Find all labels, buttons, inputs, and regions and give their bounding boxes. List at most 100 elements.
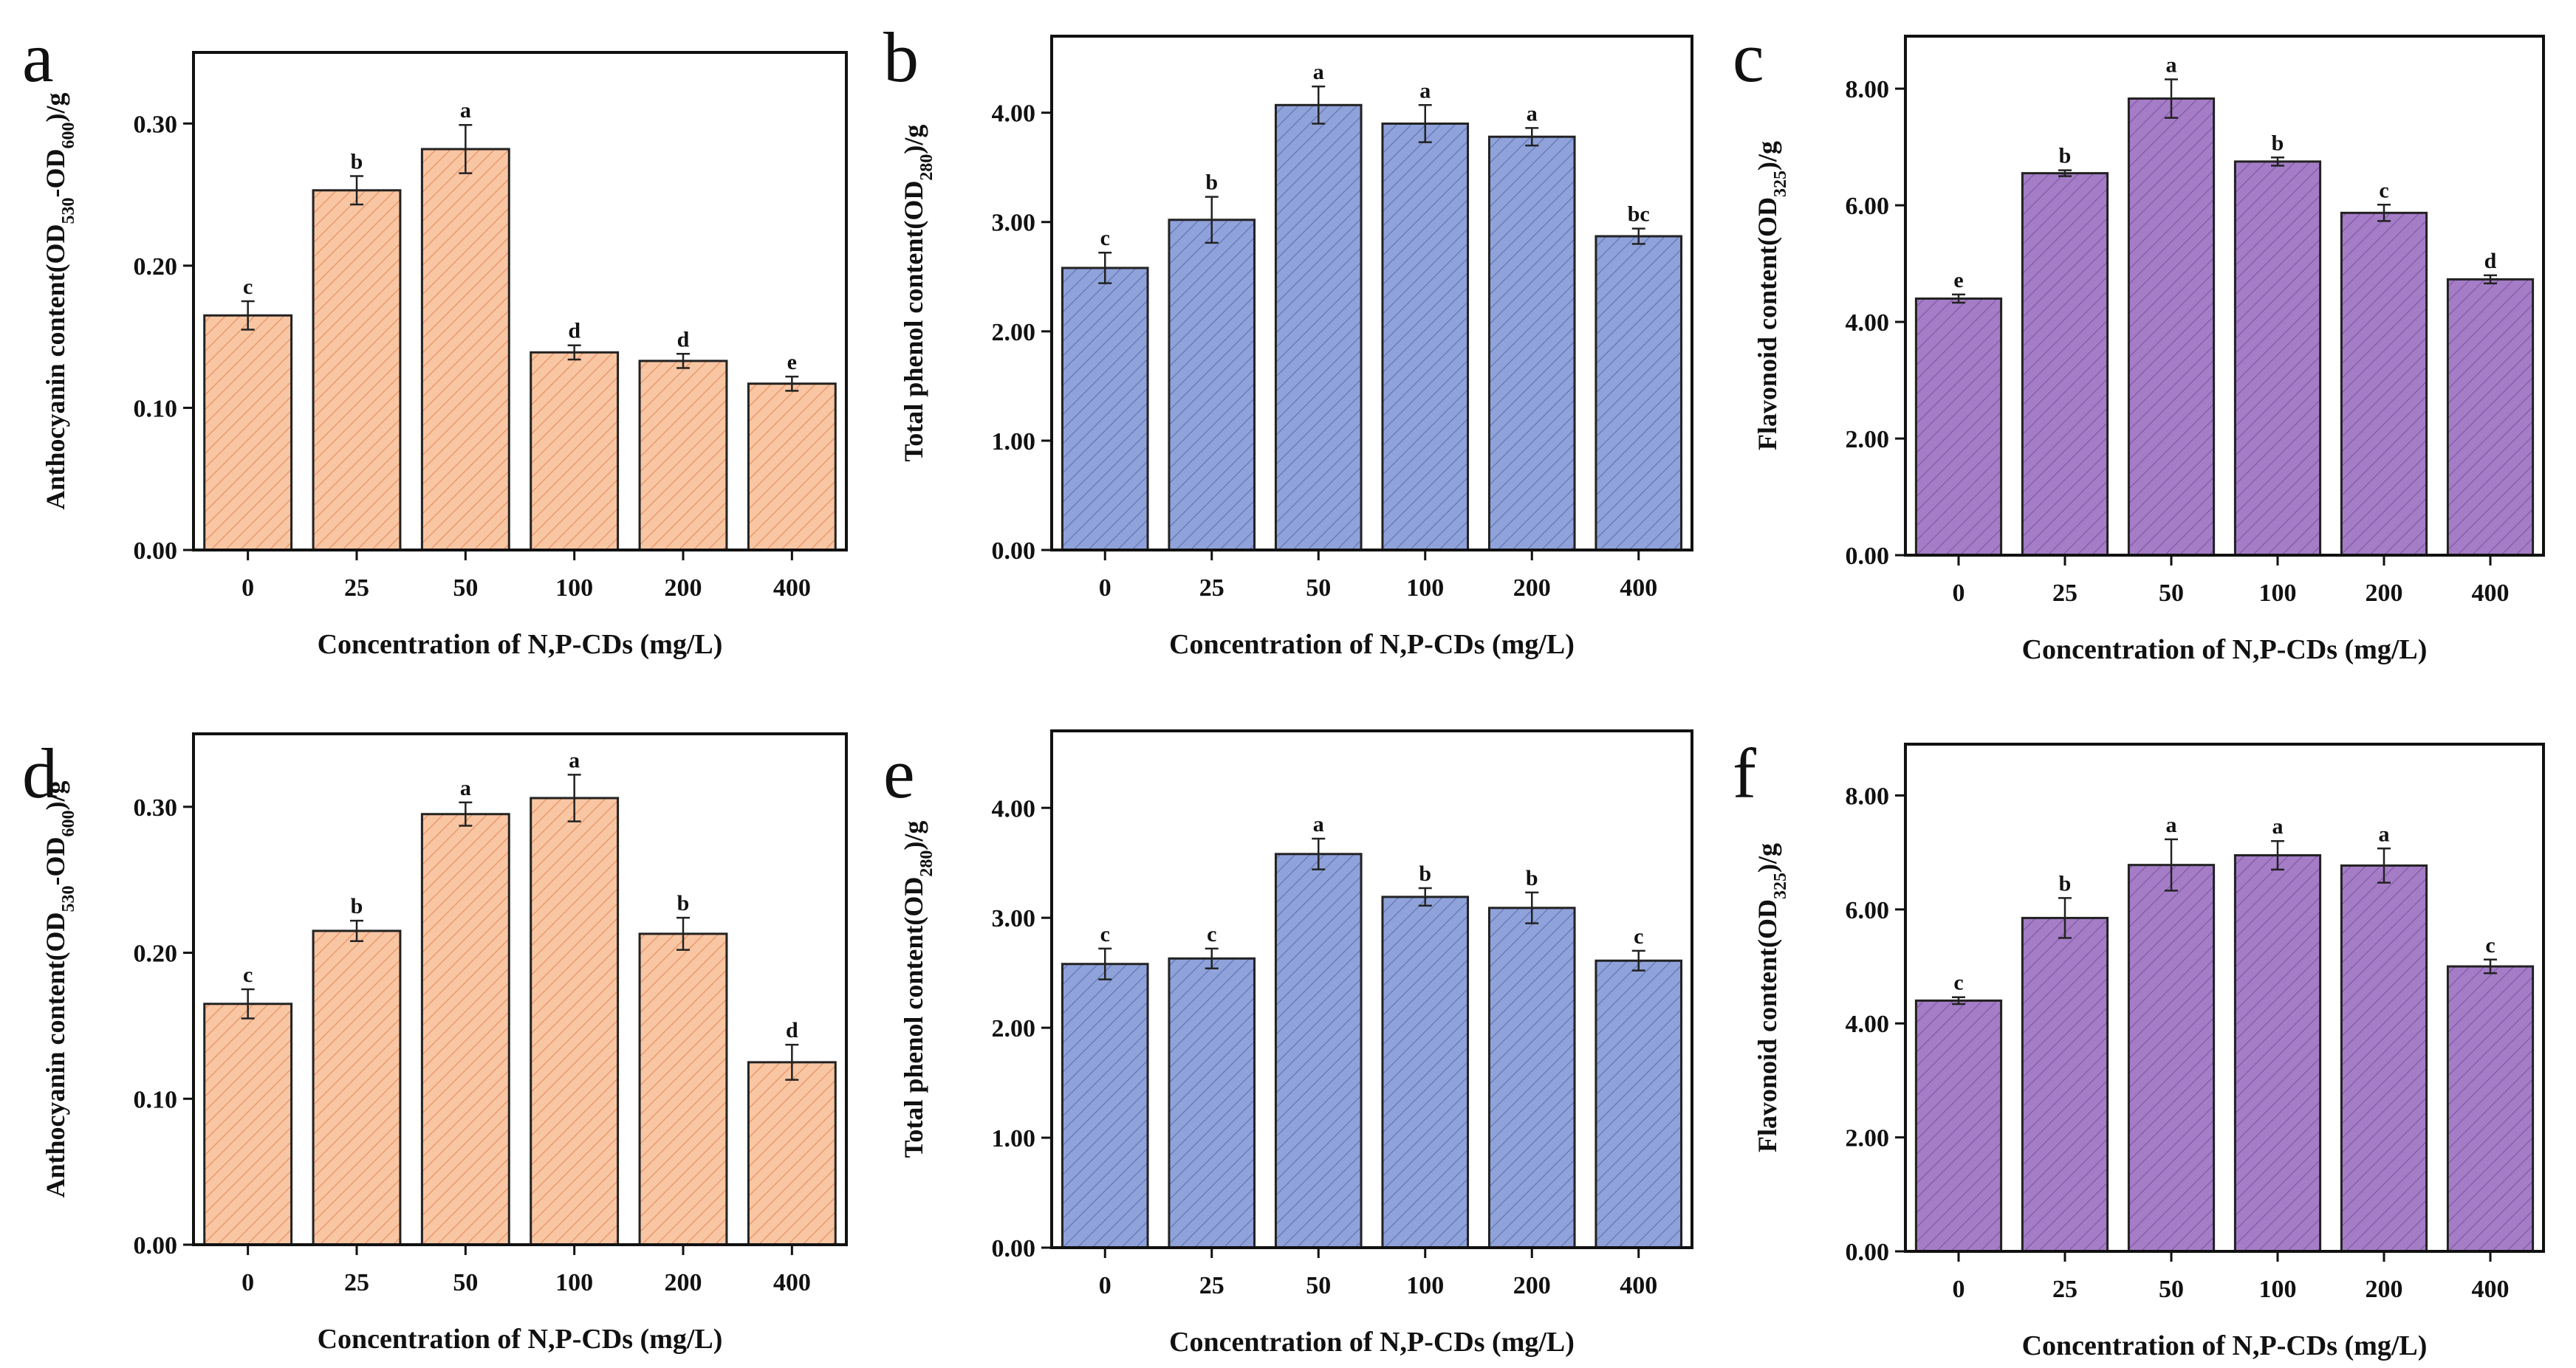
bar: [312, 929, 402, 1246]
bar: [1594, 235, 1683, 551]
error-bar: [1205, 196, 1219, 244]
y-tick-label: 6.00: [1846, 897, 1890, 924]
x-tick-label: 100: [555, 574, 593, 602]
y-tick-label: 2.00: [1846, 1125, 1890, 1152]
y-axis-label: Anthocyanin content(OD530-OD600)/g: [41, 780, 78, 1197]
y-axis-label-part: -OD: [41, 148, 70, 197]
x-axis-label: Concentration of N,P-CDs (mg/L): [1169, 1327, 1575, 1358]
plot-frame: [1050, 35, 1693, 551]
panel-letter: e: [883, 734, 915, 813]
y-axis-label-part: )/g: [899, 821, 928, 850]
error-bar: [2058, 169, 2072, 177]
y-axis-label-subscript: 325: [1771, 873, 1790, 899]
panel-e: e c 0 c 25 a 50 b 100 b 200 c 400 0.00 1.00 2.00 3.00 4.0…: [883, 729, 1693, 1358]
y-tick-label: 2.00: [992, 319, 1036, 346]
x-tick-label: 200: [2366, 580, 2403, 607]
y-axis-label-part: Total phenol content(OD: [899, 877, 928, 1158]
y-axis-label: Total phenol content(OD280)/g: [899, 125, 936, 462]
bar: [203, 314, 293, 551]
x-tick-label: 100: [1406, 1272, 1444, 1299]
significance-label: b: [677, 891, 690, 915]
bar: [2233, 854, 2322, 1253]
y-axis-label-subscript: 600: [59, 810, 78, 836]
bar: [2021, 172, 2109, 557]
error-bar: [2377, 204, 2391, 222]
plot-frame: [192, 732, 848, 1246]
y-axis-label-subscript: 280: [917, 154, 936, 181]
x-tick-label: 50: [1306, 574, 1331, 602]
y-tick-label: 0.30: [134, 794, 178, 822]
bar: [420, 148, 510, 551]
significance-label: b: [1205, 171, 1218, 195]
bar: [1061, 963, 1149, 1249]
significance-label: c: [1953, 971, 1963, 995]
error-bar: [241, 300, 255, 331]
x-tick-label: 0: [1099, 574, 1111, 602]
bar: [2021, 916, 2109, 1253]
significance-label: c: [1634, 924, 1643, 949]
panel-b: bc0b25a50a100a200bc4000.001.002.003.004.…: [883, 18, 1693, 660]
x-tick-label: 400: [2472, 580, 2510, 607]
significance-label: c: [2379, 178, 2388, 202]
plot-frame: [1904, 743, 2545, 1253]
plot-frame: [1050, 729, 1693, 1249]
y-axis-label-part: )/g: [1753, 141, 1782, 171]
error-bar: [1098, 251, 1112, 284]
x-tick-label: 25: [2052, 580, 2077, 607]
bar: [420, 813, 510, 1246]
significance-label: a: [2166, 813, 2177, 837]
x-tick-label: 0: [242, 574, 254, 602]
x-tick-label: 400: [773, 574, 811, 602]
bar: [1381, 896, 1470, 1249]
y-axis-label-part: Anthocyanin content(OD: [41, 224, 70, 509]
bar: [1274, 853, 1363, 1249]
y-axis-label-part: )/g: [41, 780, 70, 810]
bar: [2446, 278, 2535, 557]
error-bar: [350, 175, 363, 206]
y-tick-label: 8.00: [1846, 783, 1890, 810]
error-bar: [676, 916, 690, 951]
y-axis-label: Anthocyanin content(OD530-OD600)/g: [41, 92, 78, 509]
x-tick-label: 50: [2159, 580, 2184, 607]
plot-frame: [192, 51, 848, 551]
error-bar: [1952, 293, 1965, 304]
y-axis-label-part: Flavonoid content(OD: [1753, 899, 1782, 1152]
x-axis-label: Concentration of N,P-CDs (mg/L): [2022, 634, 2428, 665]
significance-label: d: [568, 319, 580, 343]
significance-label: d: [677, 327, 690, 351]
x-tick-label: 25: [1199, 1272, 1224, 1299]
x-tick-label: 200: [1513, 574, 1551, 602]
x-tick-label: 400: [1620, 1272, 1657, 1299]
significance-label: a: [2379, 822, 2390, 846]
x-tick-label: 25: [2052, 1276, 2077, 1303]
panel-letter: c: [1733, 18, 1764, 97]
significance-label: d: [2484, 249, 2497, 273]
bar: [747, 1061, 837, 1246]
x-axis-label: Concentration of N,P-CDs (mg/L): [2022, 1330, 2428, 1361]
error-bar: [459, 123, 473, 174]
x-tick-label: 0: [1953, 1276, 1965, 1303]
significance-label: d: [786, 1018, 798, 1042]
y-tick-label: 0.00: [1846, 543, 1890, 570]
y-tick-label: 2.00: [992, 1015, 1036, 1042]
error-bar: [1525, 891, 1539, 924]
bar: [312, 189, 402, 551]
y-tick-label: 3.00: [992, 210, 1036, 237]
y-tick-label: 4.00: [992, 100, 1036, 128]
x-tick-label: 50: [453, 1269, 478, 1296]
x-tick-label: 100: [2259, 580, 2297, 607]
error-bar: [241, 988, 255, 1020]
x-tick-label: 25: [344, 1269, 369, 1296]
x-tick-label: 200: [1513, 1272, 1551, 1299]
error-bar: [1631, 227, 1645, 245]
error-bar: [2058, 897, 2072, 939]
significance-label: a: [1313, 60, 1324, 84]
significance-label: b: [2059, 871, 2072, 896]
y-axis-label-part: Total phenol content(OD: [899, 181, 928, 462]
bar: [747, 382, 837, 551]
bar: [2127, 864, 2216, 1253]
x-tick-label: 0: [1099, 1272, 1111, 1299]
significance-label: e: [1953, 268, 1963, 292]
y-tick-label: 0.00: [1846, 1239, 1890, 1266]
